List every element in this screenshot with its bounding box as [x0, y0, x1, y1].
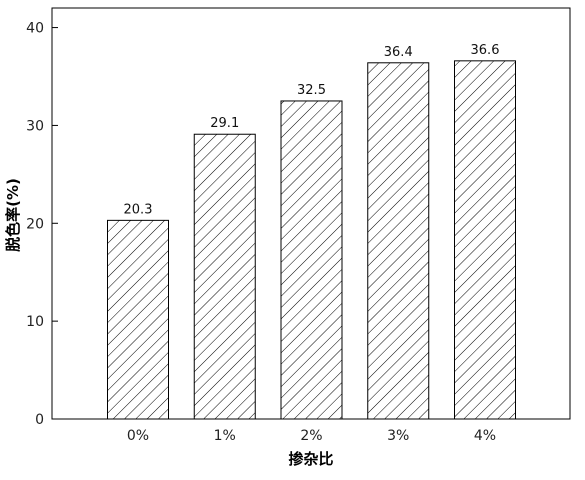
bar-0pct: [107, 219, 169, 420]
x-axis-title: 掺杂比: [288, 450, 333, 468]
data-label: 32.5: [297, 83, 326, 98]
data-label: 29.1: [210, 116, 239, 131]
x-tick-label: 1%: [214, 428, 236, 444]
x-axis: 0% 1% 2% 3% 4%: [127, 428, 496, 444]
y-tick-label: 0: [35, 412, 44, 428]
bar-1pct: [193, 133, 256, 420]
data-labels: 20.3 29.1 32.5 36.4 36.6: [124, 43, 500, 218]
bar-4pct: [454, 60, 516, 420]
y-tick-label: 20: [26, 216, 44, 232]
bar-2pct: [280, 100, 343, 420]
bar-series: [107, 60, 516, 420]
x-tick-label: 3%: [387, 428, 409, 444]
y-axis-title: 脱色率(%): [4, 178, 22, 252]
x-tick-label: 2%: [300, 428, 322, 444]
y-tick-label: 40: [26, 21, 44, 37]
data-label: 20.3: [124, 202, 153, 217]
data-label: 36.4: [384, 45, 413, 60]
x-tick-label: 0%: [127, 428, 149, 444]
bar-3pct: [367, 62, 430, 420]
y-tick-label: 10: [26, 314, 44, 330]
data-label: 36.6: [471, 43, 500, 58]
y-axis: 0 10 20 30 40: [26, 21, 58, 428]
x-tick-label: 4%: [474, 428, 496, 444]
y-tick-label: 30: [26, 118, 44, 134]
